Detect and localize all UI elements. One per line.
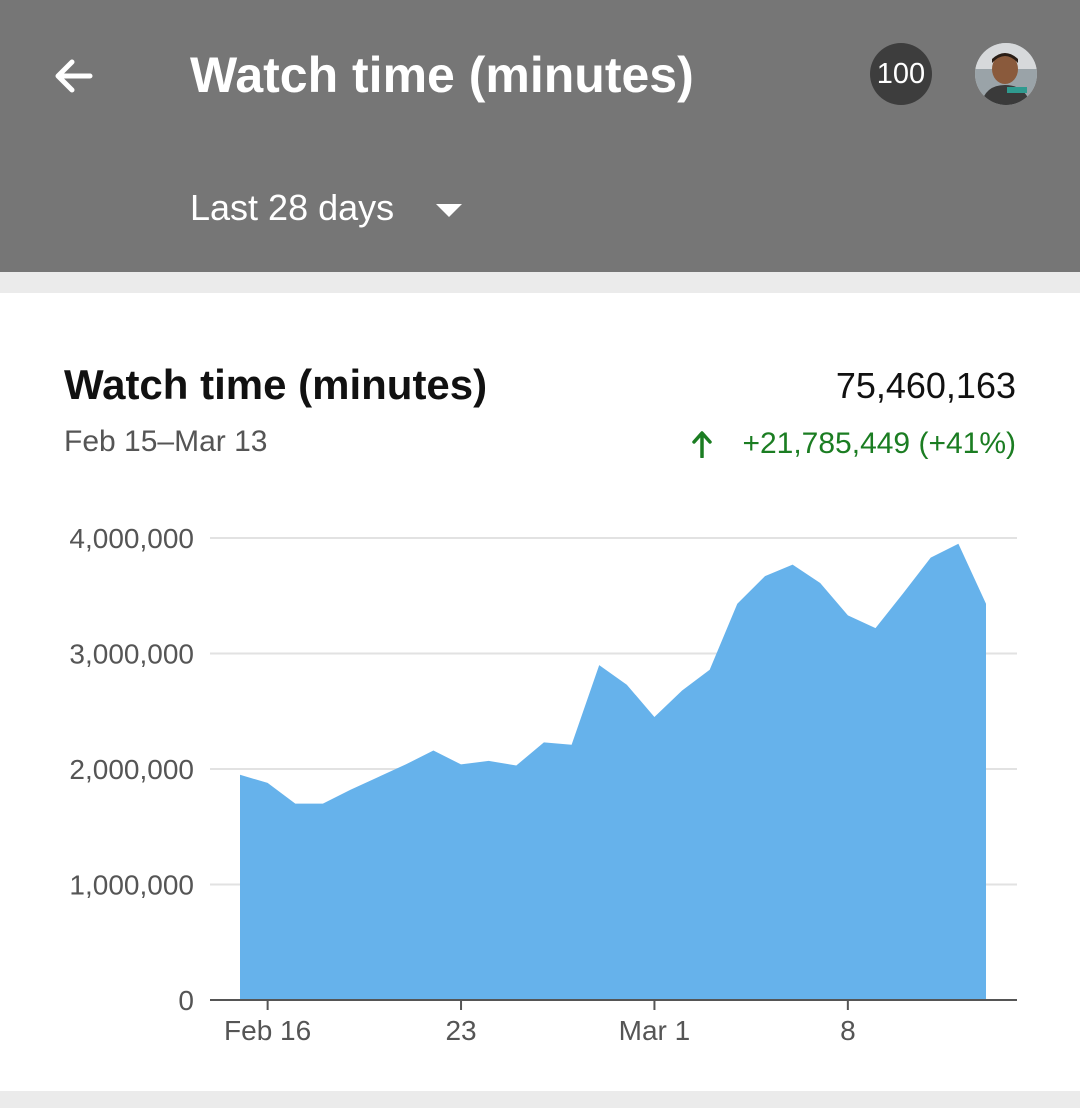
total-watch-time: 75,460,163 [835, 365, 1016, 406]
x-tick-label: 8 [840, 1015, 856, 1046]
avatar[interactable] [975, 43, 1037, 105]
back-button[interactable] [40, 44, 104, 108]
y-tick-label: 3,000,000 [69, 639, 194, 670]
y-tick-label: 2,000,000 [69, 754, 194, 785]
watch-time-chart: 0 1,000,000 2,000,000 3,000,000 4,000,000 Feb… [69, 523, 1017, 1046]
app-bar: Watch time (minutes) 100 Last 28 days [0, 0, 1080, 272]
x-tick-label: 23 [445, 1015, 476, 1046]
notification-badge[interactable]: 100 [870, 43, 932, 105]
y-tick-label: 4,000,000 [69, 523, 194, 554]
arrow-left-icon [55, 59, 93, 93]
page-title: Watch time (minutes) [190, 47, 694, 103]
watch-time-area [240, 543, 986, 1000]
card-date-range: Feb 15–Mar 13 [64, 425, 268, 458]
date-range-label: Last 28 days [190, 187, 395, 228]
card-title: Watch time (minutes) [64, 361, 488, 408]
watch-time-card[interactable]: Watch time (minutes) Feb 15–Mar 13 75,46… [0, 293, 1080, 1091]
change-value: +21,785,449 (+41%) [742, 427, 1016, 460]
arrow-up-icon [692, 430, 713, 458]
y-tick-label: 1,000,000 [69, 870, 194, 901]
x-tick-label: Feb 16 [224, 1015, 311, 1046]
change-indicator: +21,785,449 (+41%) [692, 427, 1016, 461]
date-range-dropdown[interactable]: Last 28 days [190, 178, 463, 238]
y-tick-label: 0 [178, 985, 194, 1016]
x-tick-label: Mar 1 [619, 1015, 691, 1046]
caret-down-icon [436, 203, 463, 217]
profile-photo-icon [975, 43, 1037, 105]
